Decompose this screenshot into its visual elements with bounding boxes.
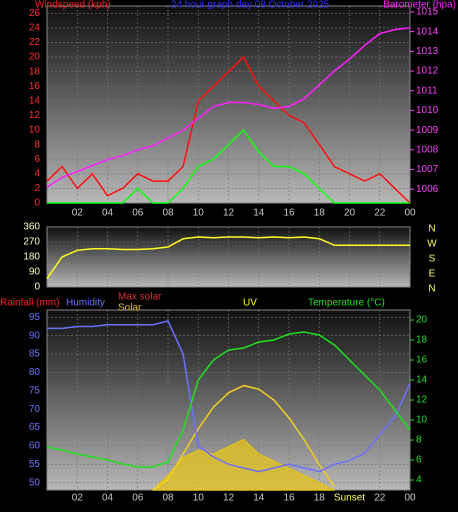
x-tick-label: 14 bbox=[253, 208, 265, 219]
y-tick-label: 180 bbox=[23, 252, 40, 263]
y-tick-label: 12 bbox=[29, 110, 41, 121]
y-tick-label: 90 bbox=[29, 267, 41, 278]
x-tick-label: 08 bbox=[162, 493, 174, 504]
y-tick-label: 0 bbox=[34, 198, 40, 209]
y2-tick-label: 1015 bbox=[416, 7, 439, 18]
x-tick-label: 22 bbox=[374, 208, 386, 219]
x-tick-label: 16 bbox=[283, 493, 295, 504]
x-tick-label: 04 bbox=[102, 493, 114, 504]
y-tick-label: 90 bbox=[29, 330, 41, 341]
x-tick-label: 00 bbox=[404, 493, 416, 504]
y2-tick-label: 8 bbox=[416, 435, 422, 446]
x-tick-label: 14 bbox=[253, 493, 265, 504]
x-tick-label: 08 bbox=[162, 208, 174, 219]
y-tick-label: 270 bbox=[23, 237, 40, 248]
side-label: E bbox=[429, 269, 436, 280]
series-line bbox=[152, 438, 335, 491]
series-line bbox=[47, 128, 410, 204]
y-tick-label: 6 bbox=[34, 154, 40, 165]
side-label: N bbox=[428, 224, 435, 235]
x-tick-label: 10 bbox=[193, 493, 205, 504]
x-tick-label: 22 bbox=[374, 493, 386, 504]
x-tick-label: 04 bbox=[102, 208, 114, 219]
series-line bbox=[46, 236, 410, 280]
x-tick-label: 02 bbox=[72, 493, 84, 504]
left-axis-title: Windspeed (kph) bbox=[35, 0, 111, 11]
y-tick-label: 360 bbox=[23, 222, 40, 233]
y-tick-label: 14 bbox=[29, 95, 41, 106]
series-line bbox=[152, 384, 336, 491]
y-tick-label: 80 bbox=[29, 367, 41, 378]
y2-tick-label: 1013 bbox=[416, 46, 439, 57]
side-label: N bbox=[428, 284, 435, 295]
legend-label: UV bbox=[243, 298, 257, 309]
x-tick-label: 12 bbox=[223, 208, 235, 219]
y2-tick-label: 20 bbox=[416, 315, 428, 326]
y-tick-label: 18 bbox=[29, 66, 41, 77]
y-tick-label: 55 bbox=[29, 459, 41, 470]
y-tick-label: 60 bbox=[29, 441, 41, 452]
series-line bbox=[46, 55, 411, 204]
y2-tick-label: 6 bbox=[416, 455, 422, 466]
x-tick-label: 18 bbox=[314, 208, 326, 219]
y-tick-label: 10 bbox=[29, 125, 41, 136]
y-tick-label: 8 bbox=[34, 139, 40, 150]
annotation: Sunset bbox=[334, 493, 365, 504]
y-tick-label: 4 bbox=[34, 168, 40, 179]
y-tick-label: 2 bbox=[34, 183, 40, 194]
right-axis-title: Barometer (hpa) bbox=[383, 0, 456, 11]
y-tick-label: 95 bbox=[29, 312, 41, 323]
y2-tick-label: 1006 bbox=[416, 184, 439, 195]
x-tick-label: 02 bbox=[72, 208, 84, 219]
x-tick-label: 06 bbox=[132, 208, 144, 219]
series-line bbox=[47, 320, 411, 473]
y2-tick-label: 1011 bbox=[416, 85, 438, 96]
x-tick-label: 18 bbox=[314, 493, 326, 504]
legend-label: Rainfall (mm) bbox=[0, 298, 59, 309]
y-tick-label: 24 bbox=[29, 23, 41, 34]
y2-tick-label: 1008 bbox=[416, 144, 439, 155]
y2-tick-label: 18 bbox=[416, 335, 428, 346]
x-tick-label: 00 bbox=[404, 208, 416, 219]
side-label: S bbox=[429, 254, 436, 265]
y-tick-label: 26 bbox=[29, 8, 41, 19]
y2-tick-label: 16 bbox=[416, 355, 428, 366]
y2-tick-label: 10 bbox=[416, 415, 428, 426]
y2-tick-label: 1007 bbox=[416, 164, 439, 175]
y2-tick-label: 1010 bbox=[416, 105, 439, 116]
series-line bbox=[46, 26, 411, 188]
x-tick-label: 20 bbox=[344, 208, 356, 219]
legend-label: Solar bbox=[118, 303, 142, 314]
series-line bbox=[46, 331, 411, 468]
y-tick-label: 22 bbox=[29, 37, 41, 48]
y-tick-label: 20 bbox=[29, 52, 41, 63]
side-label: W bbox=[427, 239, 437, 250]
y-tick-label: 85 bbox=[29, 349, 41, 360]
y2-tick-label: 12 bbox=[416, 395, 428, 406]
y-tick-label: 50 bbox=[29, 477, 41, 488]
y-tick-label: 16 bbox=[29, 81, 41, 92]
y2-tick-label: 4 bbox=[416, 475, 422, 486]
y-tick-label: 65 bbox=[29, 422, 41, 433]
y2-tick-label: 1009 bbox=[416, 125, 439, 136]
chart-title: 24 hour graph day 08 October 2025 bbox=[171, 0, 330, 11]
x-tick-label: 16 bbox=[283, 208, 295, 219]
y2-tick-label: 1014 bbox=[416, 26, 439, 37]
x-tick-label: 10 bbox=[193, 208, 205, 219]
legend-label: Max solar bbox=[118, 292, 162, 303]
y-tick-label: 75 bbox=[29, 385, 41, 396]
y2-tick-label: 14 bbox=[416, 375, 428, 386]
legend-label: Temperature (°C) bbox=[308, 298, 385, 309]
y2-tick-label: 1012 bbox=[416, 66, 439, 77]
y-tick-label: 0 bbox=[34, 282, 40, 293]
y-tick-label: 70 bbox=[29, 404, 41, 415]
legend-label: Humidity bbox=[66, 298, 105, 309]
x-tick-label: 12 bbox=[223, 493, 235, 504]
x-tick-label: 06 bbox=[132, 493, 144, 504]
